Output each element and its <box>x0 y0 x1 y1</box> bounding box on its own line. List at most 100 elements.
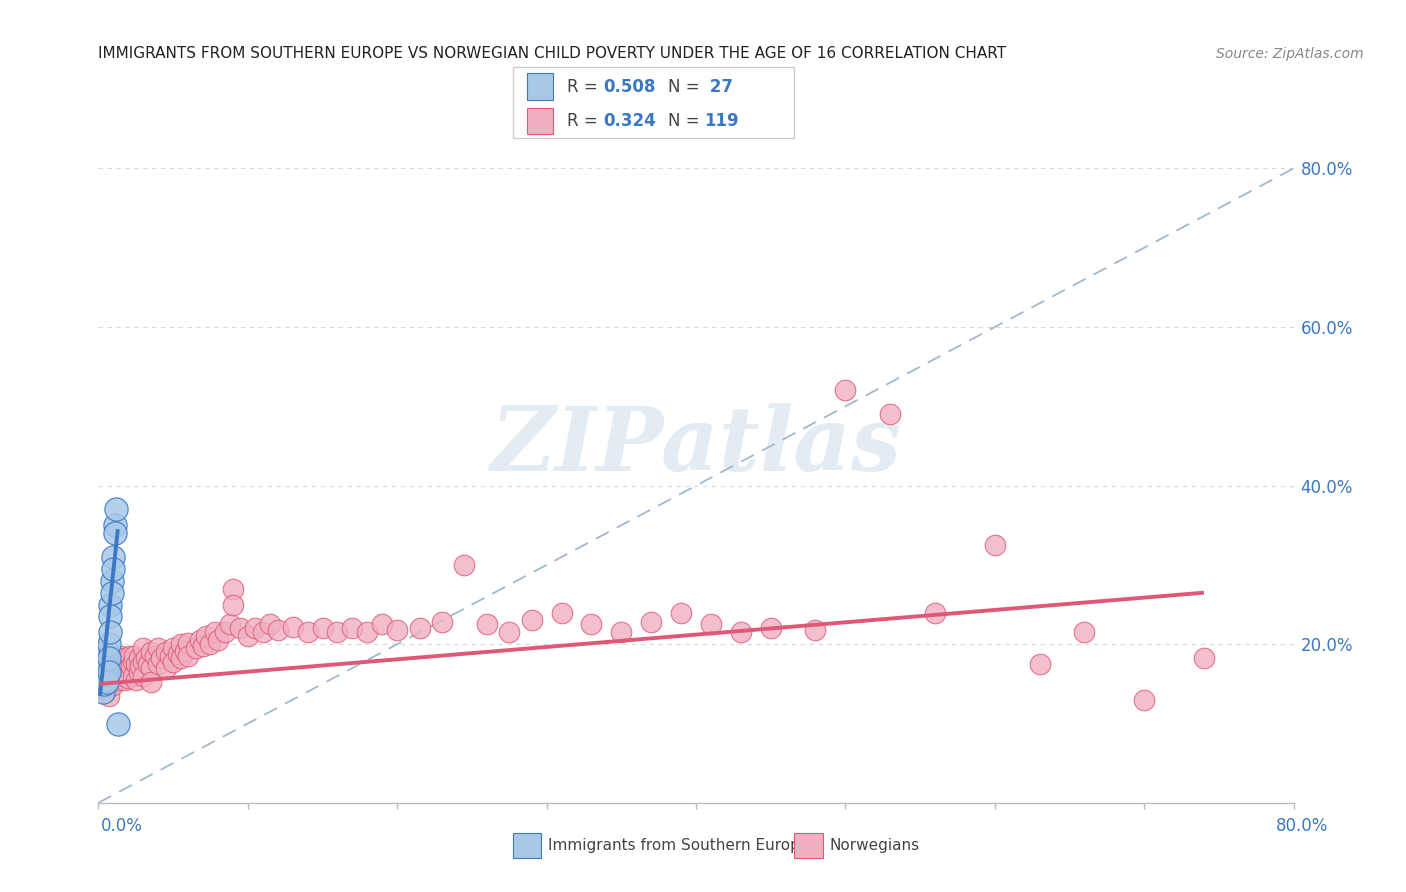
Point <box>297 625 319 640</box>
Point <box>1073 625 1095 640</box>
Point <box>96 665 118 679</box>
Point <box>700 617 723 632</box>
Point <box>128 651 150 665</box>
Point <box>169 637 191 651</box>
Point <box>311 621 333 635</box>
Point <box>91 657 114 671</box>
Point <box>759 621 782 635</box>
Point <box>96 677 118 691</box>
Point <box>498 625 520 640</box>
Point <box>108 657 131 671</box>
Point <box>94 673 117 687</box>
Point <box>139 661 162 675</box>
Point <box>520 614 543 628</box>
Point <box>94 665 117 679</box>
Text: 80.0%: 80.0% <box>1277 817 1329 835</box>
Point <box>91 685 114 699</box>
Text: 27: 27 <box>704 78 734 95</box>
Point <box>408 621 430 635</box>
Point <box>184 641 207 656</box>
Point <box>100 609 122 624</box>
Point <box>93 653 115 667</box>
Point <box>94 685 117 699</box>
Point <box>475 617 498 632</box>
Point <box>90 661 112 675</box>
Point <box>169 651 191 665</box>
Point <box>104 526 127 541</box>
Point <box>96 675 118 690</box>
Point <box>111 669 134 683</box>
Point <box>143 649 166 664</box>
Point <box>207 633 229 648</box>
Text: N =: N = <box>668 78 704 95</box>
Point <box>162 641 184 656</box>
Point <box>128 665 150 679</box>
Point <box>430 615 453 629</box>
Point <box>93 677 115 691</box>
Point <box>108 673 131 687</box>
Point <box>453 558 475 572</box>
Point <box>90 673 112 687</box>
Point <box>326 625 349 640</box>
Point <box>117 657 139 671</box>
Point <box>104 657 127 671</box>
Point <box>148 657 170 671</box>
Point <box>107 716 129 731</box>
Point <box>100 649 122 664</box>
Point <box>100 625 122 640</box>
Point <box>150 651 173 665</box>
Point <box>159 649 181 664</box>
Point <box>924 606 946 620</box>
Point <box>101 585 124 599</box>
Text: Source: ZipAtlas.com: Source: ZipAtlas.com <box>1216 47 1364 61</box>
Point <box>91 673 114 687</box>
Point <box>136 657 159 671</box>
Text: 0.324: 0.324 <box>603 112 657 130</box>
Point <box>121 655 143 669</box>
Point <box>1028 657 1050 671</box>
Point <box>191 639 214 653</box>
Point <box>804 623 827 637</box>
Point <box>610 625 633 640</box>
Point <box>117 671 139 685</box>
Text: R =: R = <box>567 112 603 130</box>
Point <box>114 659 136 673</box>
Point <box>166 647 188 661</box>
Point <box>640 615 662 629</box>
Point <box>236 629 259 643</box>
Point <box>125 657 148 671</box>
Point <box>139 675 162 690</box>
Point <box>110 665 132 679</box>
Point <box>124 649 146 664</box>
Point <box>222 582 245 596</box>
Point <box>162 655 184 669</box>
Point <box>97 689 120 703</box>
Point <box>103 562 125 576</box>
Point <box>100 663 122 677</box>
Point <box>879 407 901 421</box>
Point <box>245 621 267 635</box>
Point <box>105 502 128 516</box>
Point <box>342 621 364 635</box>
Text: 0.0%: 0.0% <box>101 817 143 835</box>
Point <box>103 678 125 692</box>
Point <box>107 655 129 669</box>
Point <box>97 657 120 671</box>
Point <box>177 649 200 664</box>
Point <box>94 669 117 683</box>
Point <box>101 667 124 681</box>
Point <box>97 637 120 651</box>
Point <box>97 673 120 687</box>
Point <box>222 598 245 612</box>
Point <box>111 655 134 669</box>
Point <box>112 651 135 665</box>
Point <box>93 649 115 664</box>
Point <box>1133 692 1156 706</box>
Point <box>96 645 118 659</box>
Point <box>93 665 115 679</box>
Point <box>91 669 114 683</box>
Point <box>669 606 692 620</box>
Text: N =: N = <box>668 112 704 130</box>
Point <box>139 645 162 659</box>
Point <box>121 669 143 683</box>
